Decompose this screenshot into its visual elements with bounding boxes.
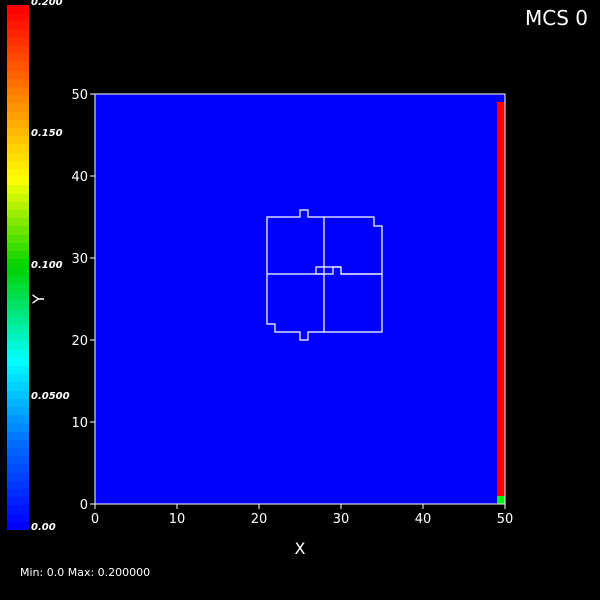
colorbar-band bbox=[7, 242, 29, 252]
cell-outlines bbox=[266, 209, 383, 341]
y-tick-label-30: 30 bbox=[71, 252, 88, 267]
colorbar-band bbox=[7, 497, 29, 506]
plot-frame bbox=[94, 93, 506, 505]
colorbar-band bbox=[7, 169, 29, 178]
colorbar-band bbox=[7, 226, 29, 235]
y-tick-label-20: 20 bbox=[71, 334, 88, 349]
colorbar-band bbox=[7, 21, 29, 30]
colorbar-band bbox=[7, 267, 29, 276]
colorbar-band bbox=[7, 128, 29, 137]
colorbar-band bbox=[7, 415, 29, 424]
colorbar-band bbox=[7, 160, 29, 170]
colorbar-label-min: 0.00 bbox=[31, 522, 56, 533]
colorbar-band bbox=[7, 136, 29, 145]
colorbar-band bbox=[7, 447, 29, 457]
mcs-step-label: MCS 0 bbox=[525, 6, 588, 30]
colorbar-band bbox=[7, 456, 29, 465]
y-tick-label-50: 50 bbox=[71, 88, 88, 103]
colorbar-band bbox=[7, 365, 29, 375]
colorbar-band bbox=[7, 218, 29, 227]
colorbar-band bbox=[7, 333, 29, 342]
y-tick-label-10: 10 bbox=[71, 416, 88, 431]
colorbar-band bbox=[7, 423, 29, 432]
colorbar-band bbox=[7, 210, 29, 219]
x-axis-ticks bbox=[94, 504, 506, 509]
y-axis-title: Y bbox=[29, 294, 48, 305]
y-tick-label-40: 40 bbox=[71, 170, 88, 185]
colorbar-band bbox=[7, 283, 29, 293]
colorbar-band bbox=[7, 152, 29, 161]
x-axis-title: X bbox=[295, 539, 306, 558]
cell-outline-bottom-right bbox=[315, 266, 383, 333]
colorbar-band bbox=[7, 357, 29, 366]
colorbar-band bbox=[7, 406, 29, 416]
colorbar-band bbox=[7, 119, 29, 129]
colorbar-band bbox=[7, 37, 29, 47]
y-tick-label-0: 0 bbox=[80, 498, 88, 513]
colorbar-band bbox=[7, 70, 29, 79]
y-axis-ticks bbox=[90, 93, 95, 505]
min-max-readout: Min: 0.0 Max: 0.200000 bbox=[20, 566, 151, 579]
colorbar-band bbox=[7, 300, 29, 309]
colorbar-band bbox=[7, 5, 29, 14]
colorbar-band bbox=[7, 275, 29, 284]
colorbar-band bbox=[7, 324, 29, 334]
colorbar-band bbox=[7, 62, 29, 71]
colorbar-band bbox=[7, 78, 29, 88]
x-tick-label-10: 10 bbox=[169, 512, 186, 527]
colorbar-band bbox=[7, 308, 29, 317]
colorbar-band bbox=[7, 439, 29, 448]
right-boundary-column bbox=[497, 102, 505, 496]
colorbar-label-max: 0.200 bbox=[31, 0, 63, 8]
colorbar-band bbox=[7, 201, 29, 211]
colorbar-band bbox=[7, 54, 29, 63]
colorbar-band bbox=[7, 513, 29, 522]
color-scale-bar bbox=[7, 5, 29, 530]
colorbar-band bbox=[7, 193, 29, 202]
colorbar-band bbox=[7, 488, 29, 498]
colorbar-label-0050: 0.0500 bbox=[31, 391, 70, 402]
corner-cell bbox=[497, 496, 505, 504]
colorbar-band bbox=[7, 349, 29, 358]
colorbar-band bbox=[7, 505, 29, 514]
colorbar-band bbox=[7, 316, 29, 325]
colorbar-band bbox=[7, 177, 29, 186]
colorbar-band bbox=[7, 341, 29, 350]
colorbar-band bbox=[7, 472, 29, 481]
colorbar-band bbox=[7, 390, 29, 399]
colorbar-band bbox=[7, 251, 29, 260]
colorbar-band bbox=[7, 374, 29, 383]
colorbar-band bbox=[7, 431, 29, 440]
colorbar-band bbox=[7, 292, 29, 301]
colorbar-band bbox=[7, 464, 29, 473]
x-tick-label-30: 30 bbox=[333, 512, 350, 527]
colorbar-band bbox=[7, 521, 29, 530]
colorbar-band bbox=[7, 46, 29, 55]
colorbar-band bbox=[7, 185, 29, 194]
colorbar-band bbox=[7, 259, 29, 268]
x-tick-label-40: 40 bbox=[415, 512, 432, 527]
cell-outline-top-left bbox=[266, 209, 325, 275]
x-tick-label-0: 0 bbox=[91, 512, 99, 527]
colorbar-band bbox=[7, 95, 29, 104]
colorbar-band bbox=[7, 111, 29, 120]
colorbar-band bbox=[7, 144, 29, 153]
x-tick-label-20: 20 bbox=[251, 512, 268, 527]
colorbar-label-0150: 0.150 bbox=[31, 128, 63, 139]
colorbar-band bbox=[7, 398, 29, 407]
cell-outline-bottom-left bbox=[266, 274, 325, 341]
colorbar-band bbox=[7, 234, 29, 243]
colorbar-band bbox=[7, 13, 29, 22]
colorbar-band bbox=[7, 382, 29, 391]
field-background bbox=[95, 94, 505, 504]
colorbar-band bbox=[7, 480, 29, 489]
colorbar-label-0100: 0.100 bbox=[31, 260, 63, 271]
x-tick-label-50: 50 bbox=[497, 512, 514, 527]
colorbar-band bbox=[7, 29, 29, 38]
colorbar-band bbox=[7, 103, 29, 112]
colorbar-band bbox=[7, 87, 29, 96]
